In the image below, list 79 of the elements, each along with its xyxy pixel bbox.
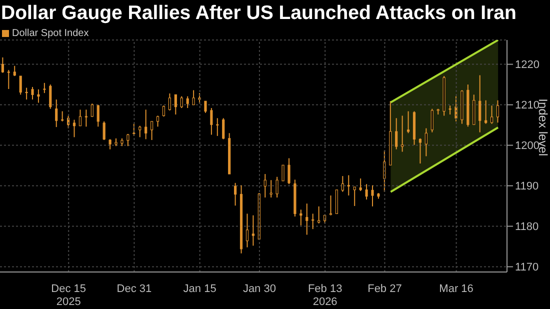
candlestick xyxy=(37,88,40,104)
candlestick xyxy=(246,213,249,248)
candlestick xyxy=(78,109,82,126)
candlestick xyxy=(270,180,272,198)
x-tick-label: Feb 27 xyxy=(368,283,402,295)
candlestick xyxy=(192,90,195,106)
y-tick-label: 1210 xyxy=(515,100,540,112)
candlestick xyxy=(49,84,52,110)
candlestick xyxy=(276,176,278,198)
candlestick xyxy=(210,108,213,136)
candlestick xyxy=(96,104,100,128)
candlestick xyxy=(13,65,16,77)
candlestick xyxy=(31,86,34,100)
y-tick-label: 1180 xyxy=(515,221,539,234)
candlestick xyxy=(406,110,410,134)
candlestick xyxy=(222,118,225,140)
candlestick xyxy=(72,119,76,138)
candlestick xyxy=(162,105,166,118)
candlestick xyxy=(90,103,94,118)
candlestick xyxy=(478,74,482,133)
candlestick xyxy=(347,174,350,196)
candlestick xyxy=(234,182,237,206)
candlestick xyxy=(401,115,404,152)
candlestick xyxy=(359,178,362,192)
x-tick-label: Mar 16 xyxy=(439,283,474,295)
legend-label: Dollar Spot Index xyxy=(11,28,89,39)
candlestick xyxy=(306,203,308,236)
candlestick xyxy=(430,108,434,133)
y-tick-label: 1220 xyxy=(515,59,540,72)
candlestick xyxy=(216,118,219,136)
chart-title: Dollar Gauge Rallies After US Launched Attacks on Iran xyxy=(1,2,516,25)
x-tick-label: Feb 13 2026 xyxy=(308,283,342,308)
candlestick xyxy=(371,184,374,207)
x-tick-label: Dec 31 xyxy=(116,283,152,295)
candlestick xyxy=(318,206,320,224)
candlestick xyxy=(55,99,58,128)
candlestick xyxy=(180,96,183,109)
candlestick xyxy=(204,100,207,114)
candlestick xyxy=(288,158,290,185)
candlestick xyxy=(174,94,177,115)
candlestick xyxy=(353,186,356,207)
candlestick xyxy=(7,69,10,90)
candlestick xyxy=(424,128,428,157)
candlestick xyxy=(144,109,148,140)
candlestick xyxy=(25,87,28,100)
candlestick xyxy=(312,213,314,230)
candlestick xyxy=(168,92,171,111)
candlestick xyxy=(300,209,302,226)
candlestick xyxy=(490,105,494,124)
candlestick xyxy=(329,194,332,216)
y-tick-label: 1190 xyxy=(515,180,539,193)
candlestick xyxy=(264,174,266,198)
x-tick-label: Dec 15 2025 xyxy=(51,283,86,308)
candlestick xyxy=(496,100,500,124)
x-tick-label: Jan 15 xyxy=(183,283,216,295)
candlestick xyxy=(282,164,284,182)
candlestick xyxy=(186,96,189,109)
candlestick xyxy=(84,109,88,128)
candlestick xyxy=(395,118,398,150)
candlestick xyxy=(108,138,112,150)
candlestick xyxy=(61,110,64,122)
y-tick-label: 1200 xyxy=(515,140,540,152)
candlestick xyxy=(198,92,201,104)
candlestick xyxy=(43,82,46,94)
candlestick xyxy=(341,176,344,192)
candlestick xyxy=(102,120,106,141)
candlestick xyxy=(19,76,22,96)
candlestick xyxy=(1,56,4,74)
candlestick xyxy=(365,184,368,200)
candlestick xyxy=(156,115,160,128)
candlestick xyxy=(138,125,142,138)
candlestick xyxy=(484,100,488,124)
candlestick xyxy=(150,120,154,141)
x-tick-label: Jan 30 xyxy=(242,283,276,295)
candlestick xyxy=(335,190,338,214)
y-tick-label: 1170 xyxy=(515,262,539,274)
candlestick xyxy=(418,138,422,164)
candlestick xyxy=(126,133,130,147)
candlestick xyxy=(252,214,254,246)
